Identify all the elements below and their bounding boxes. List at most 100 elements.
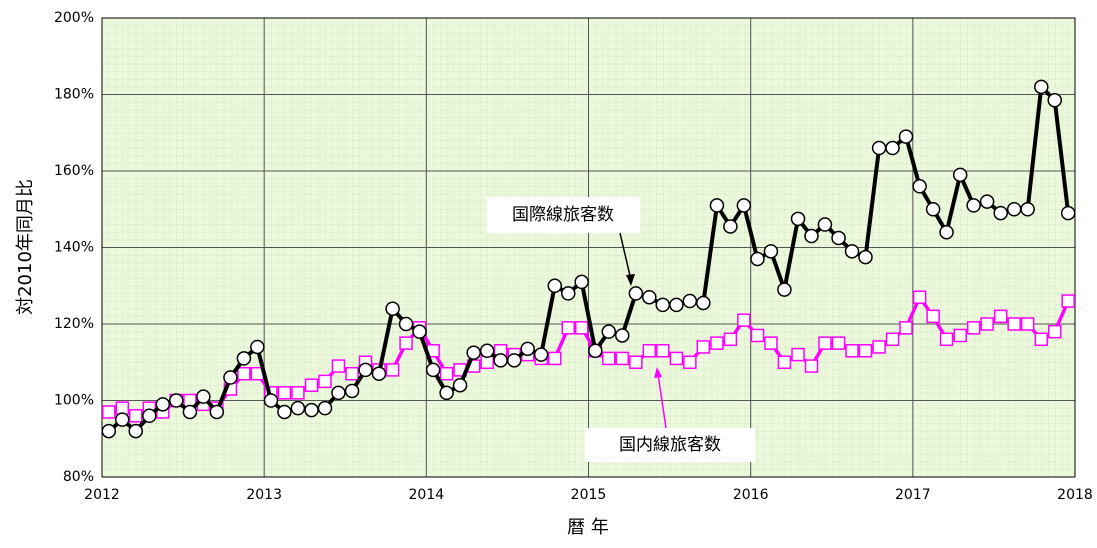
marker xyxy=(304,378,319,392)
marker xyxy=(939,332,954,347)
marker xyxy=(966,198,981,213)
marker xyxy=(493,353,508,368)
marker xyxy=(804,359,819,373)
marker xyxy=(385,301,400,316)
marker xyxy=(818,336,832,350)
marker xyxy=(804,228,819,244)
marker xyxy=(966,321,981,335)
marker xyxy=(629,355,643,369)
marker xyxy=(236,351,252,366)
marker xyxy=(669,297,684,313)
marker xyxy=(885,140,900,156)
marker xyxy=(831,230,846,246)
marker xyxy=(574,274,589,290)
marker xyxy=(466,345,481,360)
marker xyxy=(777,282,792,297)
marker xyxy=(750,328,765,343)
marker xyxy=(682,293,698,309)
marker xyxy=(844,244,860,259)
marker xyxy=(993,309,1008,324)
y-tick-label: 100% xyxy=(54,393,94,409)
y-tick-label: 200% xyxy=(54,10,94,26)
arrow-head xyxy=(626,274,635,286)
marker xyxy=(939,224,954,240)
x-tick-label: 2014 xyxy=(409,487,445,503)
marker xyxy=(683,355,697,369)
marker xyxy=(520,341,535,357)
marker xyxy=(655,297,671,313)
marker xyxy=(736,198,752,213)
marker xyxy=(548,351,562,366)
x-tick-label: 2013 xyxy=(246,487,282,503)
marker xyxy=(102,405,116,419)
marker xyxy=(277,386,292,400)
marker xyxy=(980,317,994,331)
marker xyxy=(263,393,279,408)
marker xyxy=(425,362,441,378)
marker xyxy=(1034,79,1049,95)
marker xyxy=(412,324,427,339)
marker xyxy=(561,321,575,335)
annotation-arrow xyxy=(619,232,632,281)
marker xyxy=(777,355,792,369)
marker xyxy=(452,377,468,393)
y-tick-label: 180% xyxy=(54,87,94,103)
marker xyxy=(331,359,346,373)
marker xyxy=(790,211,806,227)
x-tick-label: 2015 xyxy=(571,487,607,503)
marker xyxy=(723,332,738,347)
marker xyxy=(1020,202,1035,217)
annotation: 国際線旅客数 xyxy=(512,205,614,225)
plot-frame xyxy=(101,17,1076,478)
marker xyxy=(115,401,130,415)
x-tick-label: 2016 xyxy=(733,487,769,503)
marker xyxy=(1020,317,1035,331)
marker xyxy=(1061,294,1075,308)
marker xyxy=(979,194,995,209)
marker xyxy=(993,205,1008,221)
marker xyxy=(439,385,454,401)
marker xyxy=(277,404,292,420)
marker xyxy=(601,324,617,339)
marker xyxy=(899,321,913,335)
marker xyxy=(102,423,117,439)
marker xyxy=(223,370,238,385)
marker xyxy=(290,400,306,416)
marker xyxy=(858,344,873,358)
marker xyxy=(791,347,805,362)
x-tick-label: 2012 xyxy=(84,487,120,503)
marker xyxy=(602,351,616,366)
marker xyxy=(480,355,494,369)
marker xyxy=(614,328,630,343)
marker xyxy=(912,179,927,194)
marker xyxy=(750,251,765,267)
marker xyxy=(182,404,198,420)
marker xyxy=(696,340,711,354)
marker xyxy=(615,351,629,366)
marker xyxy=(831,336,846,350)
marker xyxy=(358,362,373,378)
marker xyxy=(250,339,265,355)
marker xyxy=(953,328,967,343)
marker xyxy=(196,389,211,404)
y-tick-label: 120% xyxy=(54,316,94,332)
marker xyxy=(926,309,940,324)
x-tick-label: 2018 xyxy=(1057,487,1093,503)
marker xyxy=(128,423,143,439)
marker xyxy=(710,336,724,350)
marker xyxy=(642,344,657,358)
marker xyxy=(1006,202,1022,217)
marker xyxy=(1007,317,1021,331)
marker xyxy=(574,321,589,335)
marker xyxy=(169,393,184,408)
marker xyxy=(399,336,413,350)
marker xyxy=(588,343,603,359)
marker xyxy=(763,244,779,259)
marker xyxy=(155,397,171,412)
annotation-box xyxy=(585,428,755,462)
marker xyxy=(209,404,225,420)
marker xyxy=(318,374,332,389)
marker xyxy=(912,290,927,304)
x-tick-label: 2017 xyxy=(895,487,931,503)
marker xyxy=(709,198,725,213)
